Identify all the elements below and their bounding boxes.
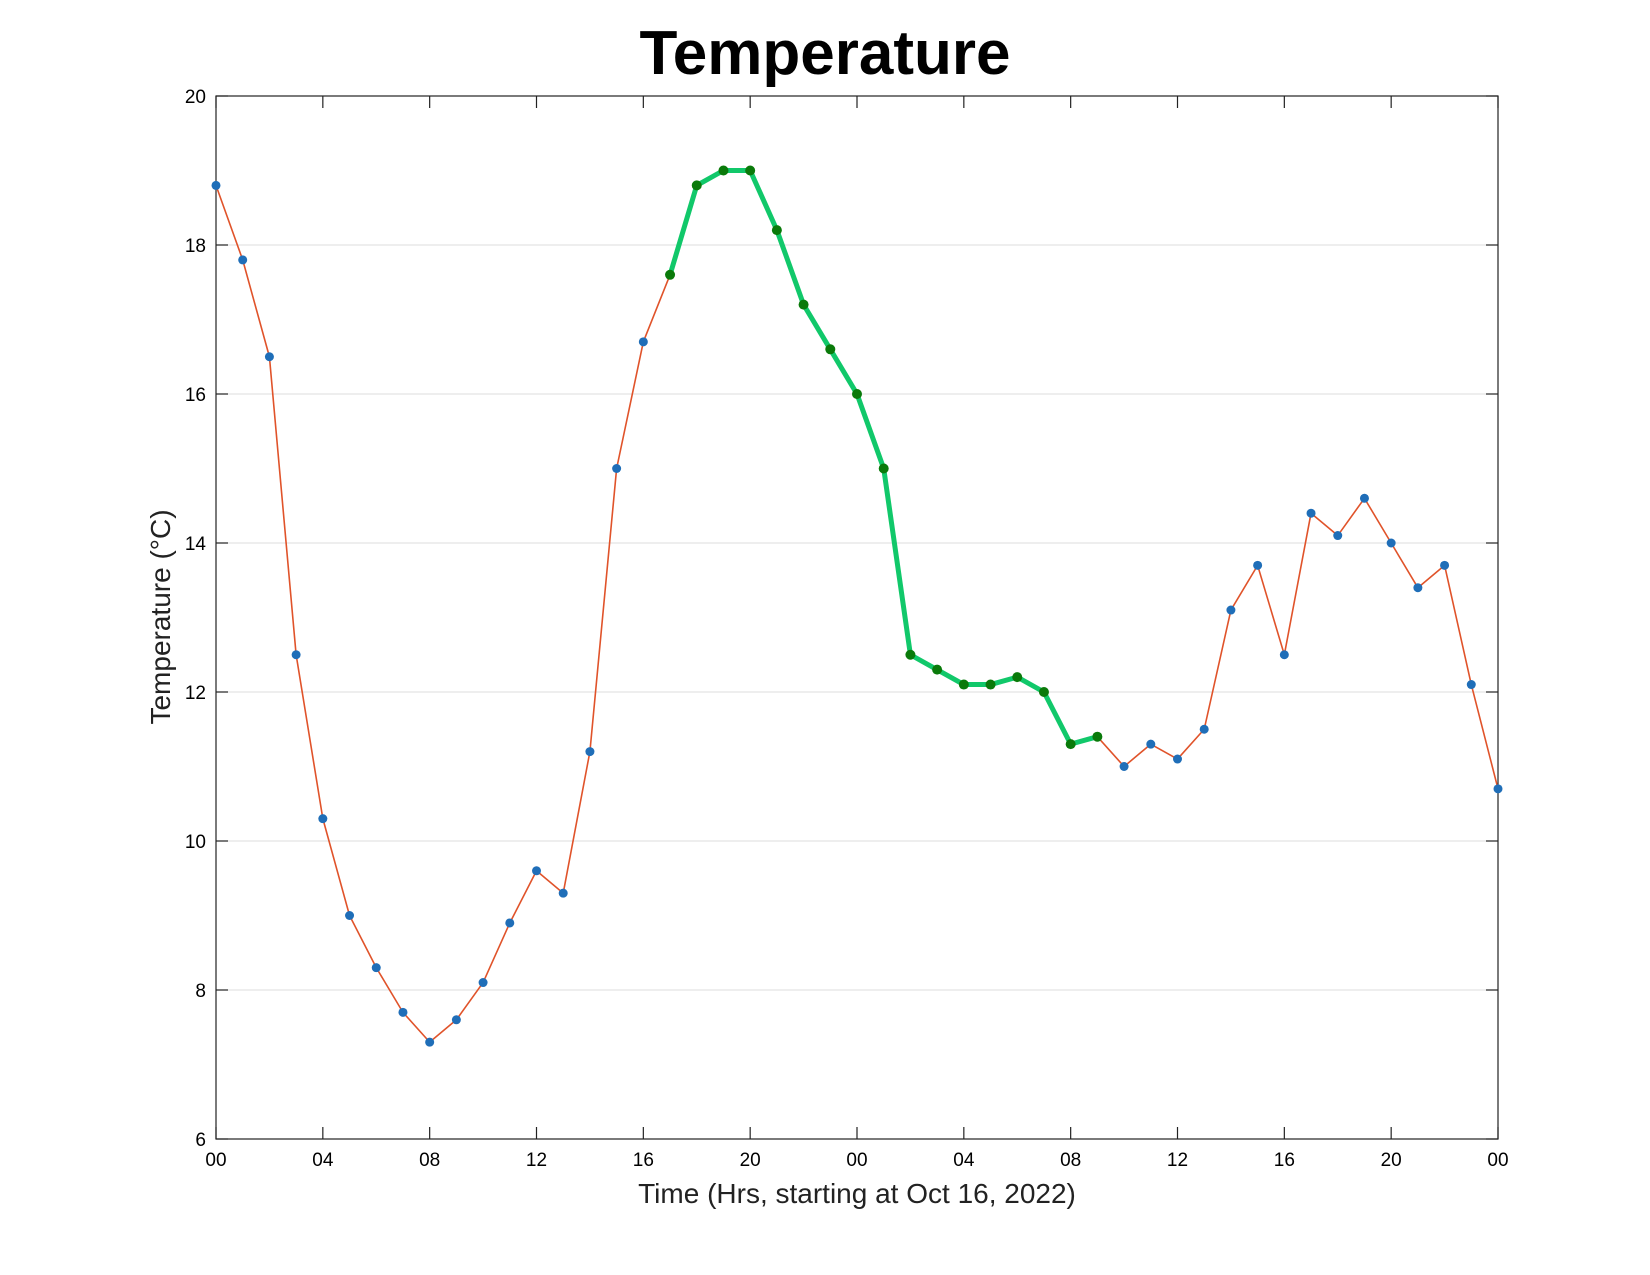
highlight-point [691,180,702,191]
data-point [532,866,541,876]
highlight-point [1065,739,1076,750]
y-tick-label: 20 [185,87,206,108]
data-point [478,978,488,988]
data-point [1333,531,1343,541]
x-tick-label: 00 [846,1150,867,1171]
x-tick-label: 16 [1274,1150,1295,1171]
data-point [1226,605,1236,615]
x-tick-label: 04 [312,1150,334,1171]
highlight-point [771,225,782,236]
x-tick-label: 16 [633,1150,654,1171]
highlight-point [825,344,836,355]
data-point [558,888,568,898]
x-tick-label: 12 [1167,1150,1188,1171]
data-point [238,255,248,265]
grid-layer [216,244,1498,991]
highlight-line [667,168,1100,747]
highlight-point [878,463,889,474]
plot-frame [215,95,1499,1140]
data-point [1253,560,1263,570]
data-point [1413,583,1423,593]
y-tick-label: 8 [195,981,206,1002]
highlight-point [798,299,809,310]
data-point [1493,784,1503,794]
highlight-point [718,165,729,176]
highlight-point [905,649,916,660]
data-point [371,963,381,973]
data-point [425,1037,435,1047]
series-line [215,169,1499,1043]
x-axis-title: Time (Hrs, starting at Oct 16, 2022) [638,1178,1076,1209]
y-tick-label: 14 [185,534,207,555]
data-point [318,814,328,824]
data-point [1306,508,1316,518]
x-tick-label: 00 [1487,1150,1508,1171]
data-point [398,1007,408,1017]
y-tick-label: 16 [185,385,206,406]
highlight-point [932,664,943,675]
y-axis-title: Temperature (°C) [145,509,176,724]
x-tick-label: 00 [205,1150,226,1171]
data-point [1119,762,1129,771]
y-tick-label: 12 [185,683,206,704]
y-tick-label: 6 [195,1130,206,1151]
data-point [585,747,595,757]
data-point [291,650,301,660]
highlight-point [1012,672,1023,683]
highlight-point [665,269,676,280]
y-tick-label: 18 [185,236,206,257]
highlight-point [852,389,862,399]
highlight-point [985,679,996,690]
data-point [1279,650,1289,660]
label-layer: 6 8 10 12 14 16 18 20 00 04 08 12 16 20 00 04 08 12 16 20 00 [185,87,1509,1171]
chart-title: Temperature [639,19,1011,88]
data-point [1466,680,1476,690]
data-point [638,337,648,347]
data-point [1440,560,1450,570]
data-point [1199,724,1209,734]
x-tick-label: 08 [419,1150,440,1171]
data-point [211,180,221,190]
x-tick-label: 20 [1381,1150,1402,1171]
data-point [345,911,355,920]
series-layer [211,165,1503,1047]
x-tick-label: 08 [1060,1150,1081,1171]
highlight-point [1038,687,1049,697]
x-tick-label: 04 [953,1150,975,1171]
data-point [505,918,515,928]
highlight-point [958,679,969,690]
y-tick-label: 10 [185,832,206,853]
data-point [612,464,622,473]
highlight-point [745,165,756,176]
tick-layer [215,95,1499,1140]
data-point [1173,754,1182,764]
x-tick-label: 12 [526,1150,547,1171]
data-point [1386,538,1396,548]
x-tick-label: 20 [740,1150,761,1171]
data-point [451,1015,461,1025]
data-point [1359,493,1369,503]
highlight-point [1092,731,1103,742]
data-point [264,352,274,362]
data-point [1146,739,1156,749]
